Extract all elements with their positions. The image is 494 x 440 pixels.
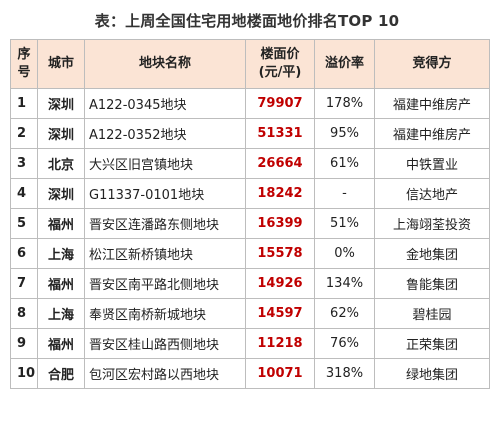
table-title: 表：上周全国住宅用地楼面地价排名TOP 10 [94, 12, 400, 30]
premium-cell: 76% [314, 328, 375, 359]
city-cell: 福州 [37, 208, 85, 239]
header-price-label: 楼面价 (元/平) [258, 47, 302, 80]
plot-cell: 松江区新桥镇地块 [84, 238, 246, 269]
premium-cell: 95% [314, 118, 375, 149]
price-cell: 18242 [245, 178, 315, 209]
city-cell: 深圳 [37, 178, 85, 209]
city-cell: 深圳 [37, 88, 85, 119]
premium-cell: 51% [314, 208, 375, 239]
price-cell: 14597 [245, 298, 315, 329]
price-cell: 79907 [245, 88, 315, 119]
plot-cell: A122-0345地块 [84, 88, 246, 119]
rank-cell: 3 [10, 148, 38, 179]
ranking-table: 序 号 城市 地块名称 楼面价 (元/平) 溢价率 竞得方 1 深圳 A122-… [10, 39, 490, 389]
premium-cell: 134% [314, 268, 375, 299]
table-row: 3 北京 大兴区旧宫镇地块 26664 61% 中铁置业 [10, 148, 490, 179]
premium-cell: 61% [314, 148, 375, 179]
plot-cell: 晋安区南平路北侧地块 [84, 268, 246, 299]
header-plot-label: 地块名称 [138, 56, 191, 71]
header-rank: 序 号 [10, 39, 38, 89]
rank-cell: 8 [10, 298, 38, 329]
header-buyer-label: 竞得方 [412, 56, 452, 71]
buyer-cell: 碧桂园 [374, 298, 490, 329]
buyer-cell: 中铁置业 [374, 148, 490, 179]
price-cell: 10071 [245, 358, 315, 389]
buyer-cell: 福建中维房产 [374, 88, 490, 119]
header-premium: 溢价率 [314, 39, 375, 89]
header-plot: 地块名称 [84, 39, 246, 89]
table-row: 1 深圳 A122-0345地块 79907 178% 福建中维房产 [10, 88, 490, 119]
price-cell: 26664 [245, 148, 315, 179]
plot-cell: 包河区宏村路以西地块 [84, 358, 246, 389]
buyer-cell: 鲁能集团 [374, 268, 490, 299]
header-city: 城市 [37, 39, 85, 89]
rank-cell: 7 [10, 268, 38, 299]
plot-cell: 晋安区连潘路东侧地块 [84, 208, 246, 239]
table-row: 10 合肥 包河区宏村路以西地块 10071 318% 绿地集团 [10, 358, 490, 389]
table-row: 9 福州 晋安区桂山路西侧地块 11218 76% 正荣集团 [10, 328, 490, 359]
premium-cell: 62% [314, 298, 375, 329]
table-row: 6 上海 松江区新桥镇地块 15578 0% 金地集团 [10, 238, 490, 269]
table-row: 4 深圳 G11337-0101地块 18242 - 信达地产 [10, 178, 490, 209]
buyer-cell: 金地集团 [374, 238, 490, 269]
table-row: 5 福州 晋安区连潘路东侧地块 16399 51% 上海翊荃投资 [10, 208, 490, 239]
plot-cell: 奉贤区南桥新城地块 [84, 298, 246, 329]
price-cell: 14926 [245, 268, 315, 299]
buyer-cell: 上海翊荃投资 [374, 208, 490, 239]
city-cell: 上海 [37, 238, 85, 269]
plot-cell: 大兴区旧宫镇地块 [84, 148, 246, 179]
city-cell: 深圳 [37, 118, 85, 149]
city-cell: 合肥 [37, 358, 85, 389]
buyer-cell: 绿地集团 [374, 358, 490, 389]
city-cell: 福州 [37, 328, 85, 359]
premium-cell: 318% [314, 358, 375, 389]
premium-cell: 0% [314, 238, 375, 269]
plot-cell: 晋安区桂山路西侧地块 [84, 328, 246, 359]
header-buyer: 竞得方 [374, 39, 490, 89]
header-premium-label: 溢价率 [324, 56, 364, 71]
table-row: 2 深圳 A122-0352地块 51331 95% 福建中维房产 [10, 118, 490, 149]
city-cell: 上海 [37, 298, 85, 329]
header-rank-label: 序 号 [17, 47, 31, 80]
rank-cell: 9 [10, 328, 38, 359]
header-city-label: 城市 [47, 56, 74, 71]
plot-cell: A122-0352地块 [84, 118, 246, 149]
rank-cell: 6 [10, 238, 38, 269]
rank-cell: 1 [10, 88, 38, 119]
price-cell: 15578 [245, 238, 315, 269]
plot-cell: G11337-0101地块 [84, 178, 246, 209]
table-row: 8 上海 奉贤区南桥新城地块 14597 62% 碧桂园 [10, 298, 490, 329]
price-cell: 51331 [245, 118, 315, 149]
buyer-cell: 信达地产 [374, 178, 490, 209]
rank-cell: 10 [10, 358, 38, 389]
price-cell: 11218 [245, 328, 315, 359]
city-cell: 福州 [37, 268, 85, 299]
table-row: 7 福州 晋安区南平路北侧地块 14926 134% 鲁能集团 [10, 268, 490, 299]
header-price: 楼面价 (元/平) [245, 39, 315, 89]
header-row: 序 号 城市 地块名称 楼面价 (元/平) 溢价率 竞得方 [10, 39, 490, 89]
rank-cell: 4 [10, 178, 38, 209]
city-cell: 北京 [37, 148, 85, 179]
buyer-cell: 正荣集团 [374, 328, 490, 359]
rank-cell: 5 [10, 208, 38, 239]
premium-cell: 178% [314, 88, 375, 119]
buyer-cell: 福建中维房产 [374, 118, 490, 149]
price-cell: 16399 [245, 208, 315, 239]
premium-cell: - [314, 178, 375, 209]
rank-cell: 2 [10, 118, 38, 149]
